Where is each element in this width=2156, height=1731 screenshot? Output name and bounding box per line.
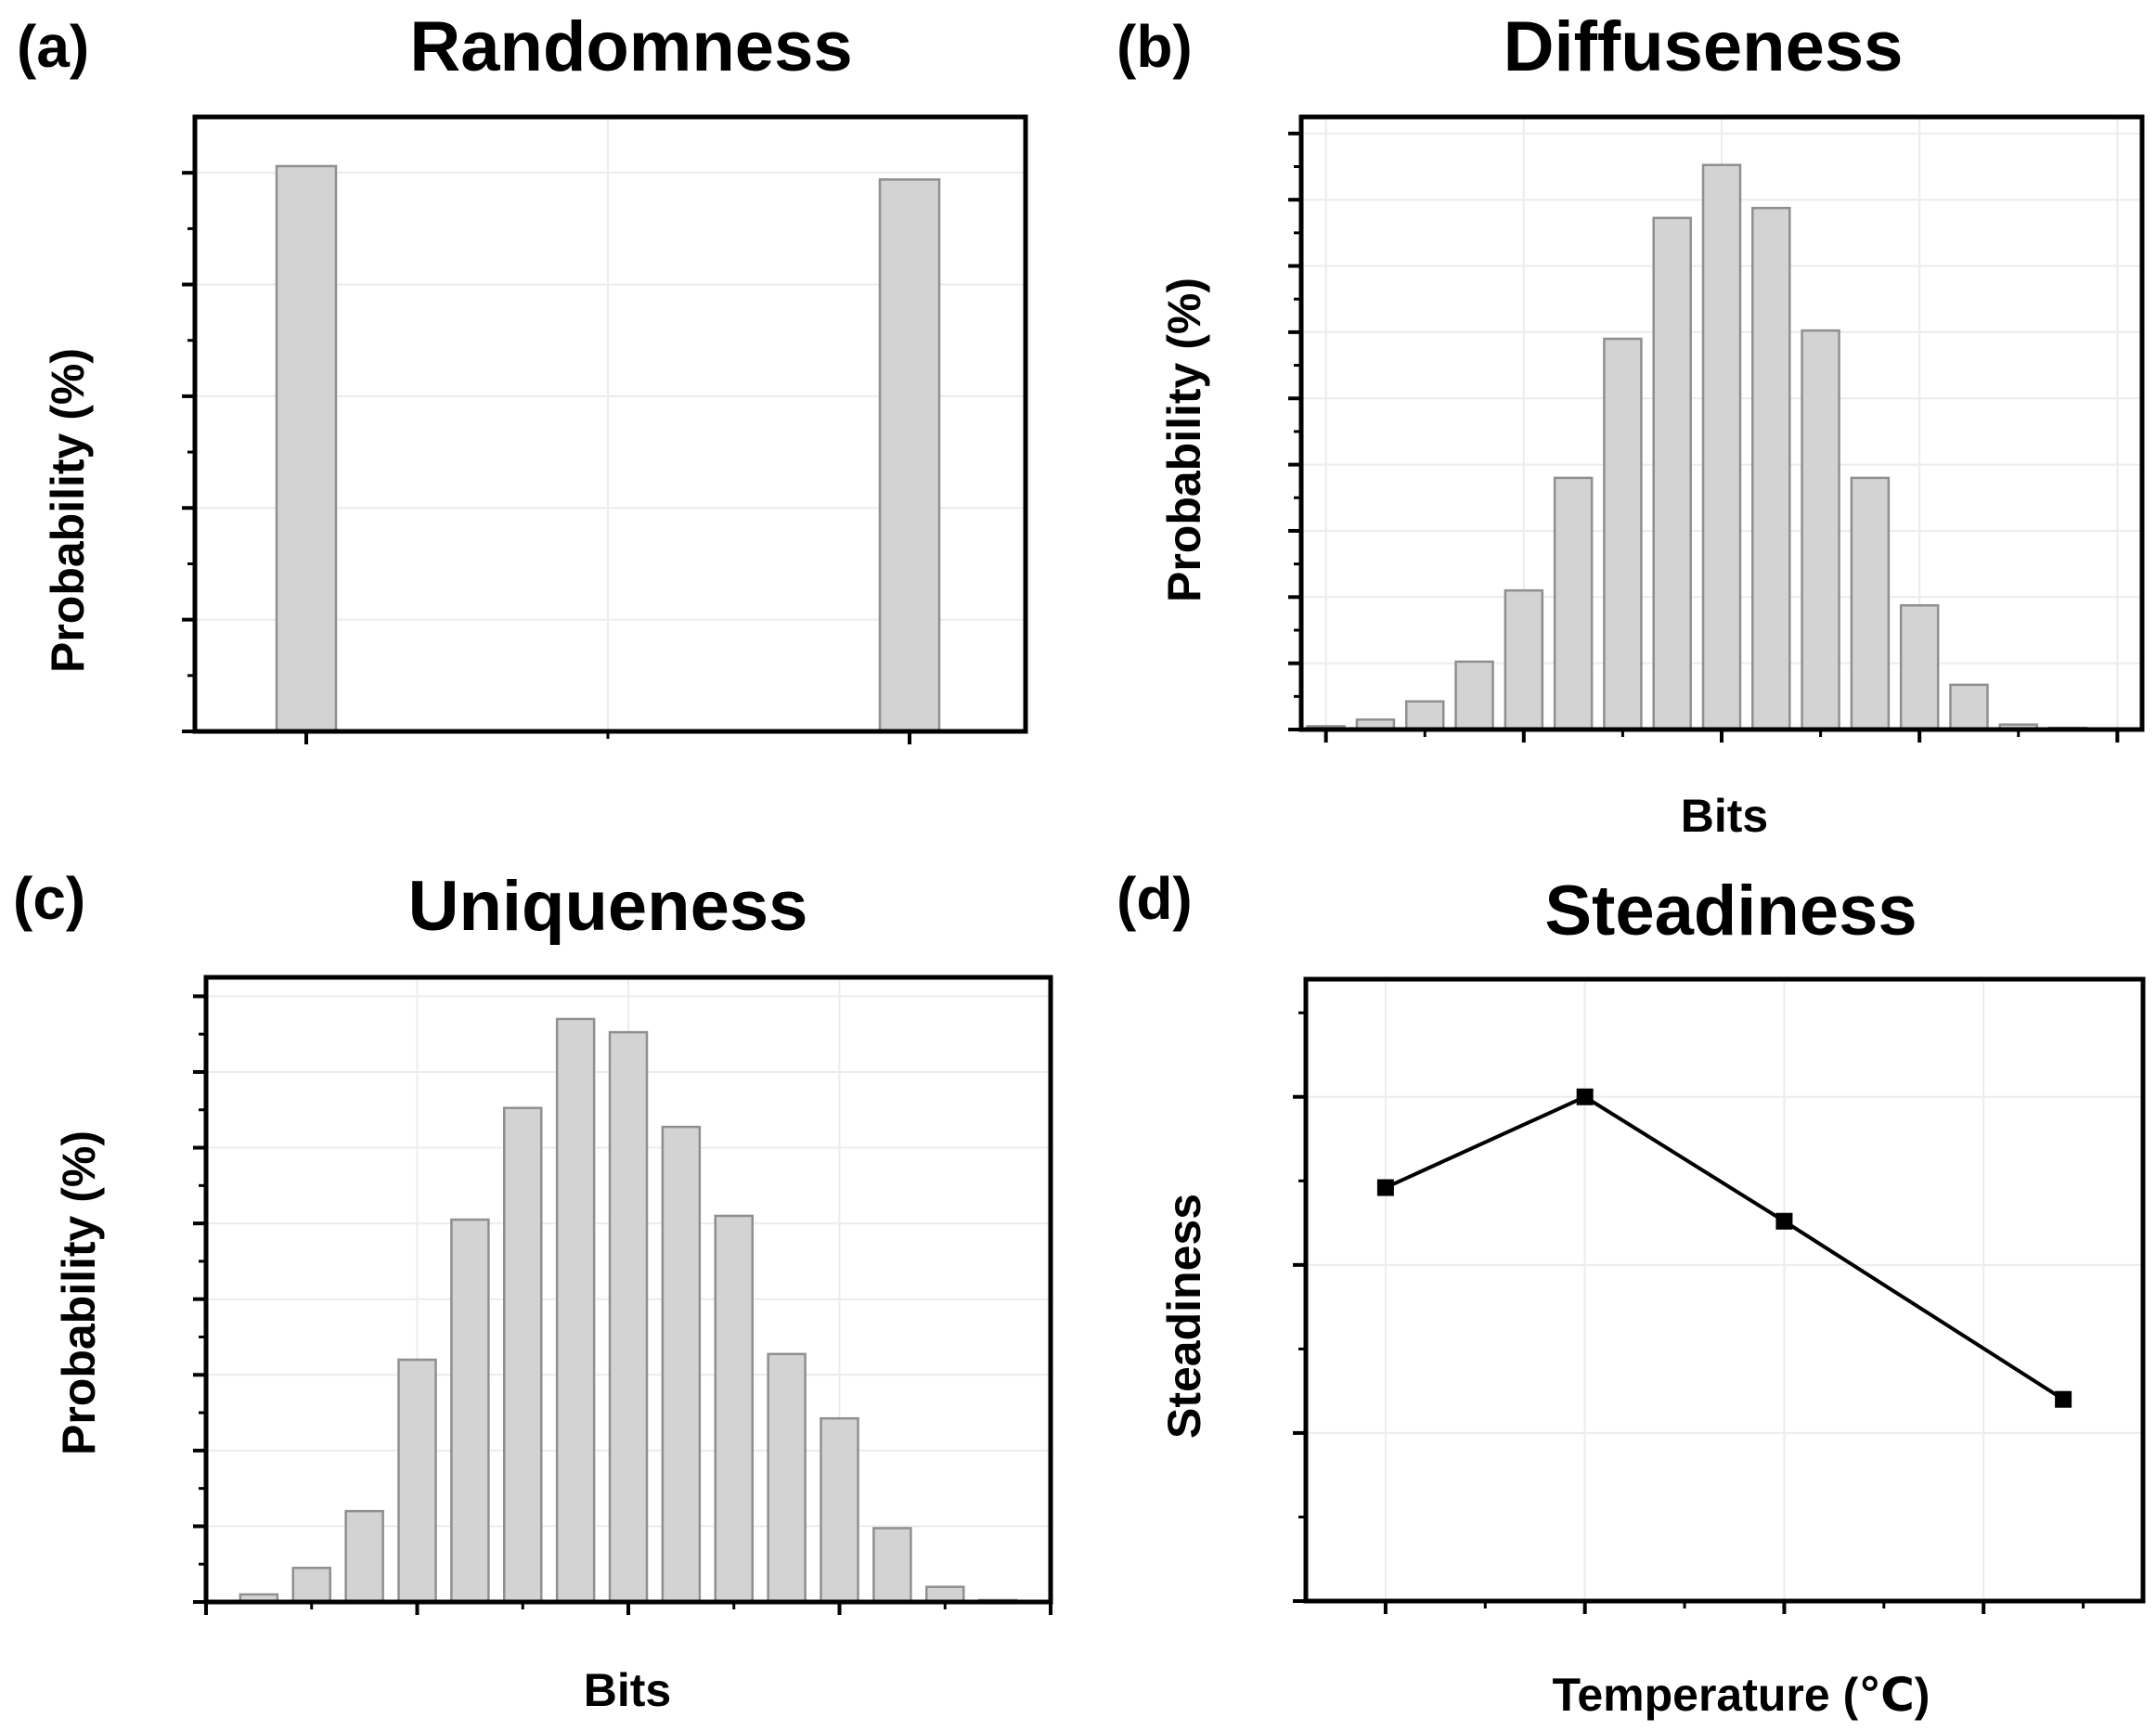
bar: [767, 1352, 807, 1604]
data-point-marker: [1376, 1179, 1394, 1196]
series-line: [1385, 1094, 2065, 1402]
bar: [450, 1218, 490, 1604]
bar: [344, 1509, 384, 1604]
panel-steadiness: (d) Steadiness Steadiness Temperature (℃…: [1117, 865, 2146, 1721]
bars-uniqueness: [239, 1017, 1018, 1604]
data-point-marker: [1576, 1088, 1594, 1105]
bars-diffuseness: [1306, 163, 2088, 731]
panel-label-a: (a): [17, 13, 89, 80]
bar: [661, 1125, 702, 1604]
plot-frame-steadiness: [1303, 976, 2146, 1604]
bar: [1404, 700, 1445, 731]
bar: [1899, 603, 1940, 731]
panel-randomness: (a) Randomness Probability (%): [17, 7, 1028, 744]
bar: [714, 1214, 754, 1604]
data-point-marker: [1775, 1212, 1793, 1230]
bar: [1701, 163, 1742, 731]
y-axis-label-uniqueness: Probability (%): [53, 1130, 105, 1455]
plot-frame-randomness: [192, 114, 1028, 734]
bar: [878, 178, 941, 733]
bar: [1949, 683, 1989, 731]
bar: [1801, 329, 1840, 731]
bar: [1553, 476, 1594, 731]
bar: [1751, 206, 1791, 731]
x-axis-label-uniqueness: Bits: [584, 1664, 671, 1716]
y-axis-label-steadiness: Steadiness: [1158, 1194, 1210, 1439]
ticks-steadiness: [1293, 1011, 2085, 1614]
chart-title-uniqueness: Uniqueness: [408, 867, 808, 946]
bar: [820, 1416, 859, 1604]
bar: [1454, 660, 1494, 731]
bar: [555, 1017, 596, 1604]
bar: [291, 1567, 331, 1604]
chart-title-randomness: Randomness: [409, 7, 852, 86]
panel-uniqueness: (c) Uniqueness Probability (%) Bits: [13, 865, 1053, 1716]
bar: [1652, 216, 1692, 731]
y-axis-label-diffuseness: Probability (%): [1158, 278, 1210, 602]
chart-title-diffuseness: Diffuseness: [1504, 7, 1904, 86]
panel-label-d: (d): [1117, 865, 1193, 932]
bar: [1850, 476, 1891, 731]
bar: [275, 164, 338, 733]
ticks-uniqueness: [193, 994, 1052, 1615]
x-axis-label-steadiness: Temperature (℃): [1553, 1669, 1930, 1721]
panel-label-b: (b): [1117, 13, 1193, 80]
grid-steadiness: [1306, 979, 2143, 1602]
ticks-randomness: [182, 171, 911, 744]
panel-label-c: (c): [13, 865, 85, 932]
chart-title-steadiness: Steadiness: [1544, 872, 1917, 950]
x-axis-label-diffuseness: Bits: [1681, 790, 1768, 842]
data-point-marker: [2055, 1390, 2072, 1408]
y-axis-label-randomness: Probability (%): [42, 348, 94, 673]
panel-diffuseness: (b) Diffuseness Probability (%) Bits: [1117, 7, 2145, 842]
bar: [1504, 588, 1544, 731]
bar: [872, 1527, 912, 1604]
bar: [503, 1106, 543, 1604]
ticks-diffuseness: [1288, 131, 2120, 743]
bar: [1603, 337, 1643, 731]
bar: [397, 1358, 437, 1604]
bar: [608, 1030, 649, 1604]
series-steadiness: [1376, 1088, 2072, 1408]
